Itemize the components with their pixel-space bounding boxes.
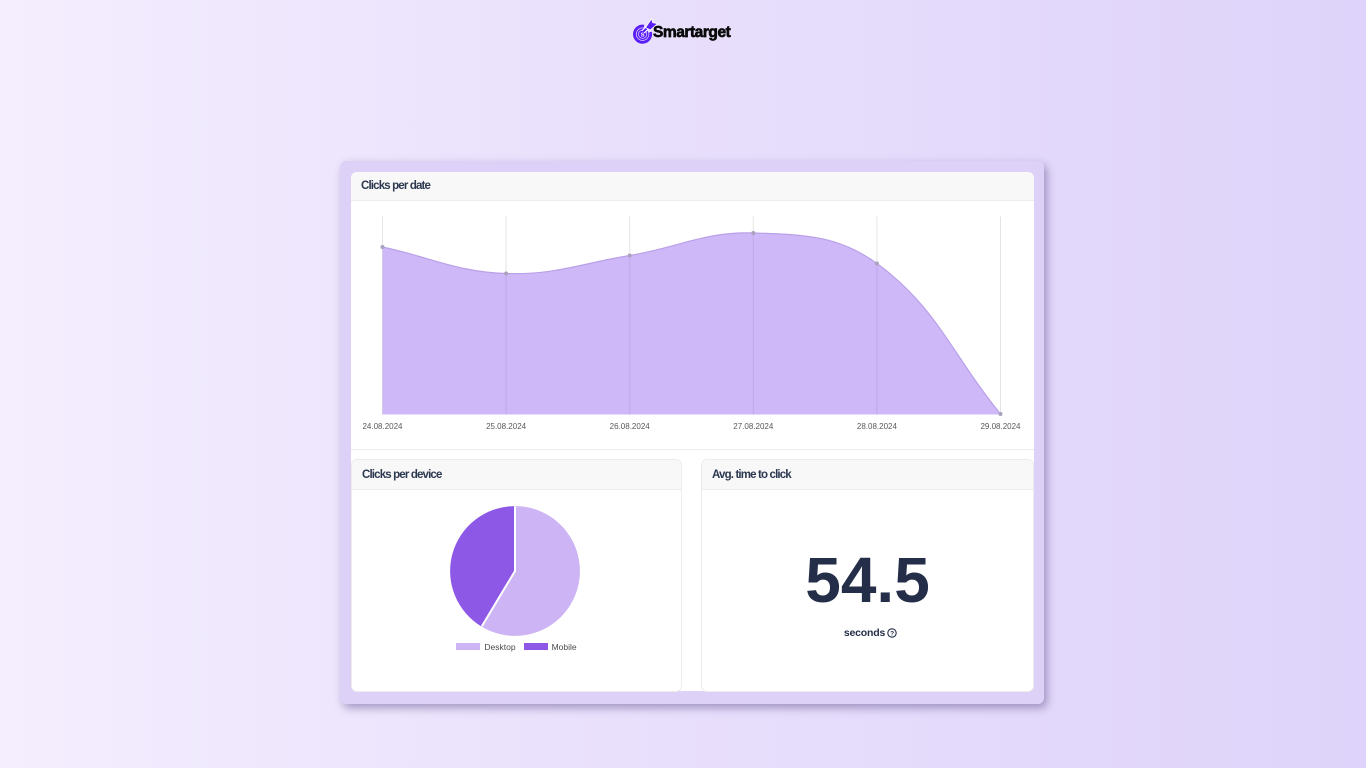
svg-text:24.08.2024: 24.08.2024	[362, 422, 403, 431]
svg-text:27.08.2024: 27.08.2024	[733, 422, 774, 431]
svg-text:29.08.2024: 29.08.2024	[980, 422, 1021, 431]
svg-text:26.08.2024: 26.08.2024	[610, 422, 651, 431]
svg-text:25.08.2024: 25.08.2024	[486, 422, 527, 431]
svg-text:?: ?	[890, 630, 894, 637]
svg-text:28.08.2024: 28.08.2024	[857, 422, 898, 431]
svg-text:S: S	[641, 32, 645, 38]
